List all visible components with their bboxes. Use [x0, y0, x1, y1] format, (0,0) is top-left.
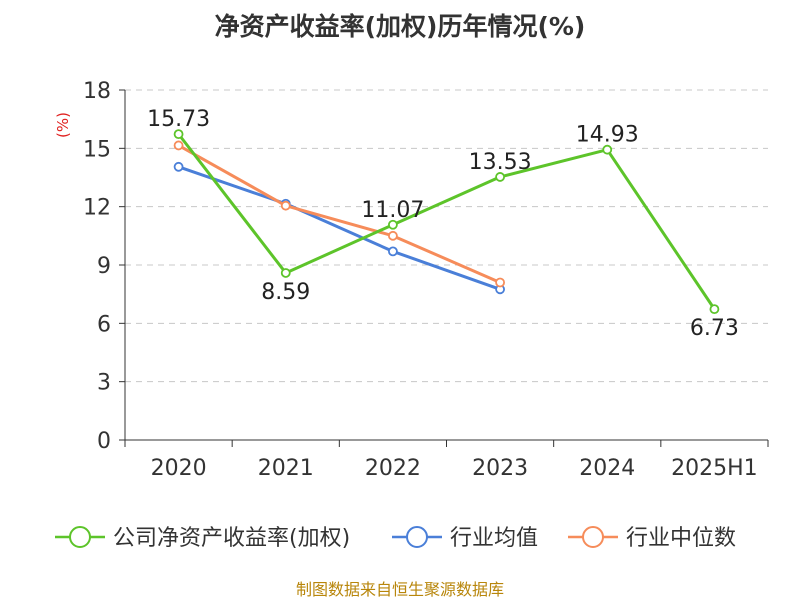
data-point[interactable] [495, 172, 505, 182]
legend-swatch-marker [582, 526, 604, 548]
legend-label: 公司净资产收益率(加权) [113, 526, 350, 551]
data-labels: 15.73 8.59 11.07 13.53 14.93 6.73 [147, 107, 739, 341]
y-tick-label: 0 [97, 429, 111, 454]
x-tick-label-2025H1: 2025H1 [671, 456, 758, 481]
data-label: 6.73 [690, 316, 739, 341]
data-label: 15.73 [147, 107, 210, 132]
y-tick-label: 9 [97, 254, 111, 279]
legend-swatch-marker [69, 526, 91, 548]
source-note: 制图数据来自恒生聚源数据库 [296, 580, 504, 599]
x-tick-label-2021: 2021 [258, 456, 314, 481]
x-tick-label-2022: 2022 [365, 456, 421, 481]
x-tick-label-2023: 2023 [472, 456, 528, 481]
data-point[interactable] [173, 161, 184, 172]
data-point[interactable] [602, 144, 613, 155]
x-tick-label-2024: 2024 [579, 456, 635, 481]
legend-label: 行业均值 [450, 526, 538, 551]
chart-title: 净资产收益率(加权)历年情况(%) [215, 12, 586, 41]
legend[interactable]: 公司净资产收益率(加权) 行业均值 行业中位数 [55, 526, 736, 551]
axes: 0 3 6 9 12 15 18 2020 2021 2022 2023 2024 2025H1 [83, 79, 769, 481]
data-point[interactable] [388, 246, 398, 257]
legend-item-2[interactable]: 行业中位数 [568, 526, 736, 551]
series-line-1 [178, 165, 501, 291]
y-tick-label: 15 [83, 137, 111, 162]
gridlines [125, 89, 768, 383]
data-point[interactable] [280, 200, 291, 211]
series-lines [173, 129, 720, 315]
x-tick-label-2020: 2020 [151, 456, 207, 481]
data-point[interactable] [388, 219, 398, 230]
y-tick-label: 18 [83, 79, 111, 104]
y-tick-label: 12 [83, 196, 111, 221]
legend-swatch-marker [406, 526, 428, 548]
y-axis-unit: (%) [54, 112, 72, 138]
series-line-0 [177, 133, 716, 310]
data-point[interactable] [709, 304, 720, 315]
legend-item-0[interactable]: 公司净资产收益率(加权) [55, 526, 350, 551]
data-label: 11.07 [361, 198, 424, 223]
legend-label: 行业中位数 [626, 526, 736, 551]
data-point[interactable] [173, 140, 184, 151]
data-point[interactable] [280, 268, 291, 278]
data-label: 14.93 [576, 123, 639, 148]
legend-item-1[interactable]: 行业均值 [392, 526, 538, 551]
data-label: 13.53 [469, 150, 532, 175]
y-tick-label: 3 [97, 371, 111, 396]
data-point[interactable] [173, 129, 184, 140]
data-label: 8.59 [261, 280, 310, 305]
data-point[interactable] [495, 277, 505, 288]
data-point[interactable] [388, 230, 398, 241]
series-line-2 [177, 144, 501, 284]
y-tick-label: 6 [97, 312, 111, 337]
